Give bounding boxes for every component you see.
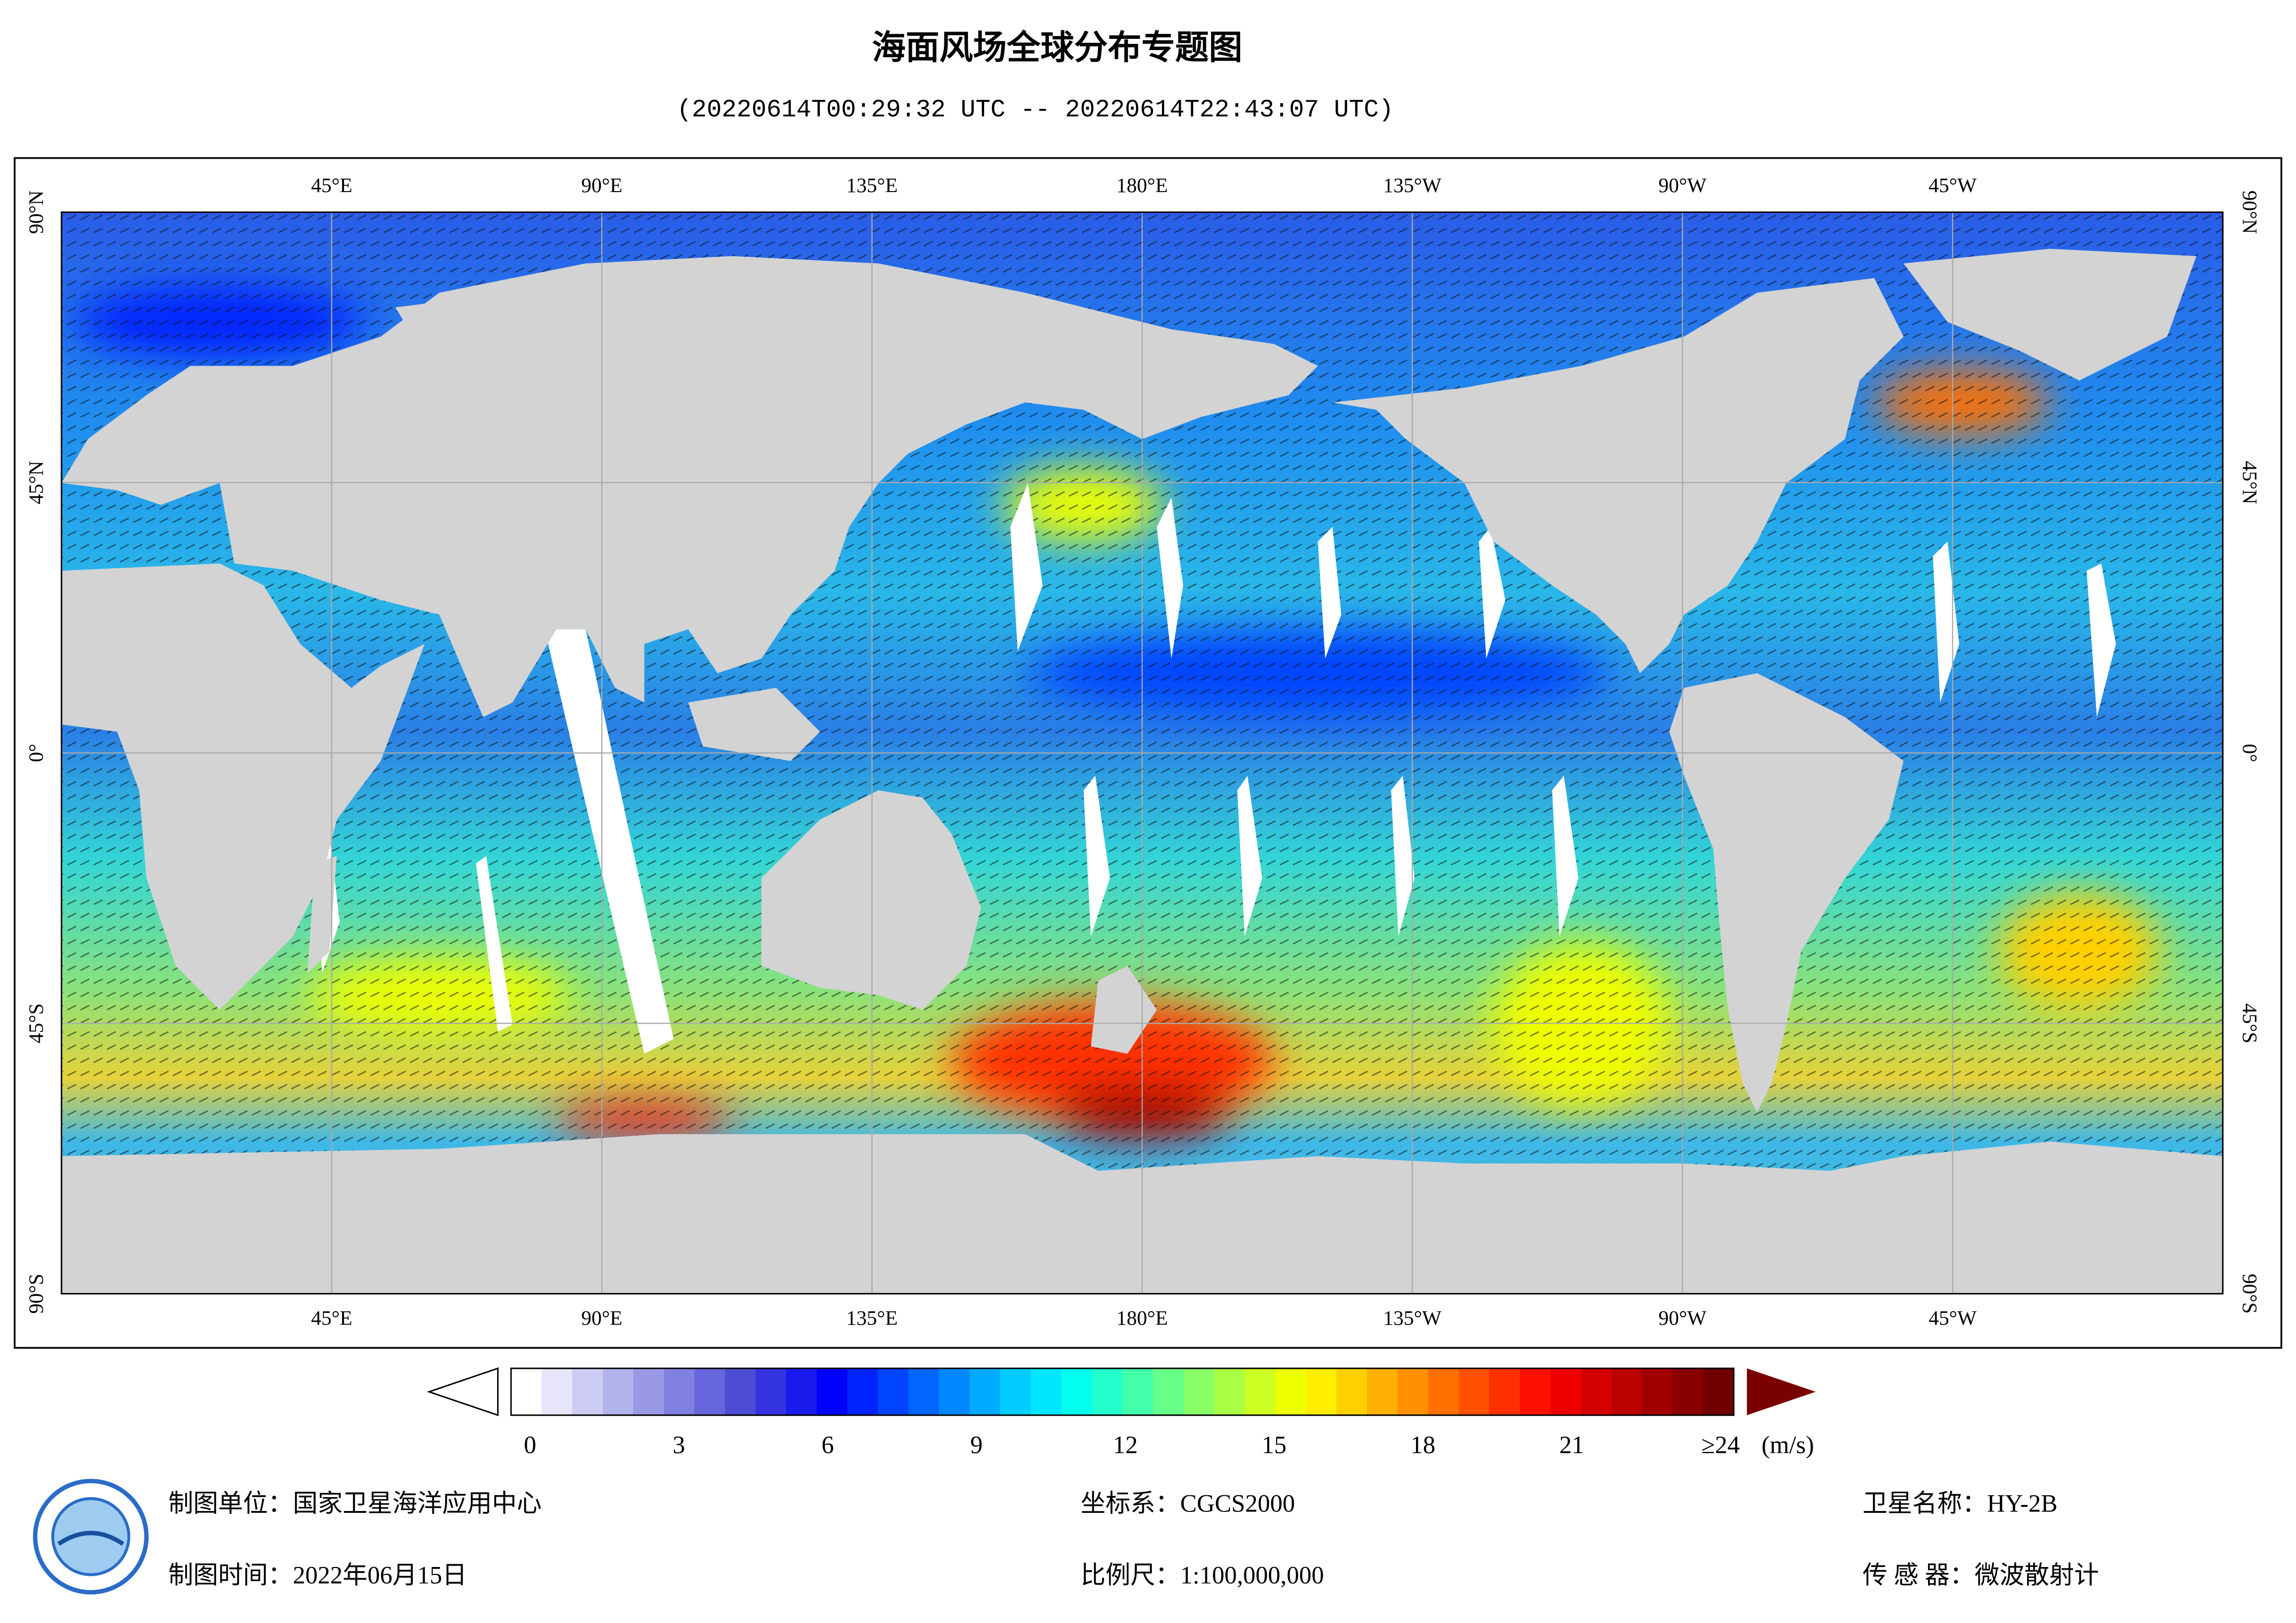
colorbar-cell <box>817 1368 848 1415</box>
lat-label-left: 45°N <box>25 461 47 504</box>
axis-labels: 45°E 45°E 90°E 90°E 135°E 135°E 180°E 180°E 135°… <box>25 174 2261 1330</box>
colorbar-cell <box>1000 1368 1031 1415</box>
colorbar-unit: (m/s) <box>1761 1431 1814 1459</box>
date: 制图时间：2022年06月15日 <box>168 1561 467 1589</box>
colorbar-cell <box>603 1368 634 1415</box>
colorbar-label: 18 <box>1410 1431 1435 1459</box>
lon-label-bottom: 135°W <box>1383 1307 1441 1330</box>
colorbar-label: 6 <box>822 1431 834 1459</box>
lat-label-right: 90°N <box>2238 191 2261 234</box>
colorbar-cell <box>1153 1368 1184 1415</box>
colorbar-cell <box>847 1368 879 1415</box>
colorbar-cell <box>511 1368 542 1415</box>
colorbar-cell <box>1214 1368 1245 1415</box>
logo <box>33 1479 149 1595</box>
title: 海面风场全球分布专题图 <box>872 28 1242 68</box>
colorbar-cell <box>1397 1368 1429 1415</box>
lat-label-right: 45°N <box>2238 461 2261 504</box>
lon-label-top: 135°E <box>846 174 898 197</box>
lat-label-left: 90°N <box>25 191 47 234</box>
colorbar-label: 21 <box>1559 1431 1584 1459</box>
colorbar-cell <box>1122 1368 1154 1415</box>
lon-label-bottom: 180°E <box>1117 1307 1168 1330</box>
lat-label-right: 45°S <box>2238 1003 2261 1044</box>
colorbar-cell <box>1336 1368 1367 1415</box>
colorbar-cell <box>1550 1368 1582 1415</box>
lat-label-right: 90°S <box>2238 1274 2261 1314</box>
lon-label-bottom: 135°E <box>846 1307 898 1330</box>
colorbar-cell <box>1244 1368 1276 1415</box>
lon-label-bottom: 45°W <box>1928 1307 1977 1330</box>
colorbar-cell <box>1183 1368 1215 1415</box>
colorbar-cell <box>1275 1368 1306 1415</box>
under-triangle <box>426 1367 499 1417</box>
lon-label-top: 90°E <box>581 174 623 197</box>
swath-gaps <box>315 483 2116 1054</box>
colorbar-cell <box>694 1368 726 1415</box>
colorbar-cell <box>1489 1368 1521 1415</box>
lon-label-top: 90°W <box>1659 174 1707 197</box>
colorbar-cell <box>939 1368 970 1415</box>
lon-label-bottom: 90°W <box>1659 1307 1707 1330</box>
colorbar-cell <box>1030 1368 1062 1415</box>
satellite: 卫星名称：HY-2B <box>1863 1489 2058 1517</box>
colorbar-cell <box>1642 1368 1673 1415</box>
crs: 坐标系：CGCS2000 <box>1080 1489 1295 1517</box>
colorbar-label: 9 <box>970 1431 983 1459</box>
lon-label-top: 180°E <box>1117 174 1168 197</box>
colorbar-cell <box>878 1368 909 1415</box>
lon-label-top: 135°W <box>1383 174 1441 197</box>
lat-label-left: 0° <box>25 744 47 762</box>
colorbar: 0 3 6 9 12 15 18 21 ≥24 (m/s) <box>426 1367 1816 1459</box>
colorbar-cell <box>542 1368 573 1415</box>
colorbar-cell <box>1611 1368 1643 1415</box>
scale: 比例尺：1:100,000,000 <box>1080 1561 1324 1589</box>
colorbar-cell <box>572 1368 604 1415</box>
colorbar-cell <box>725 1368 756 1415</box>
lon-label-top: 45°W <box>1928 174 1977 197</box>
colorbar-cell <box>1061 1368 1092 1415</box>
lat-label-left: 45°S <box>25 1003 47 1044</box>
colorbar-label: 15 <box>1262 1431 1287 1459</box>
colorbar-cell <box>1581 1368 1612 1415</box>
colorbar-cell <box>908 1368 940 1415</box>
lat-label-left: 90°S <box>25 1274 47 1314</box>
lon-label-top: 45°E <box>311 174 352 197</box>
colorbar-label: 3 <box>673 1431 685 1459</box>
colorbar-cell <box>664 1368 695 1415</box>
colorbar-cell <box>969 1368 1001 1415</box>
colorbar-cell <box>1428 1368 1459 1415</box>
colorbar-cell <box>786 1368 817 1415</box>
map-frame <box>61 211 2224 1295</box>
colorbar-cell <box>755 1368 787 1415</box>
lat-label-right: 0° <box>2238 744 2261 762</box>
colorbar-cell <box>1520 1368 1551 1415</box>
colorbar-cell <box>1305 1368 1337 1415</box>
lon-label-bottom: 90°E <box>581 1307 623 1330</box>
subtitle: (20220614T00:29:32 UTC -- 20220614T22:43… <box>677 96 1393 124</box>
colorbar-outline <box>510 1368 1734 1416</box>
colorbar-cell <box>1672 1368 1704 1415</box>
colorbar-cell <box>1366 1368 1398 1415</box>
colorbar-label: 0 <box>524 1431 537 1459</box>
over-triangle <box>1747 1368 1816 1415</box>
colorbar-cell <box>633 1368 665 1415</box>
sensor: 传 感 器：微波散射计 <box>1863 1561 2099 1589</box>
organization: 制图单位：国家卫星海洋应用中心 <box>168 1489 542 1517</box>
colorbar-cell <box>1703 1368 1734 1415</box>
frame <box>13 157 2283 1349</box>
colorbar-label: ≥24 <box>1701 1431 1740 1459</box>
colorbar-cell <box>1459 1368 1490 1415</box>
colorbar-label: 12 <box>1113 1431 1138 1459</box>
colorbar-cell <box>1092 1368 1123 1415</box>
lon-label-bottom: 45°E <box>311 1307 352 1330</box>
